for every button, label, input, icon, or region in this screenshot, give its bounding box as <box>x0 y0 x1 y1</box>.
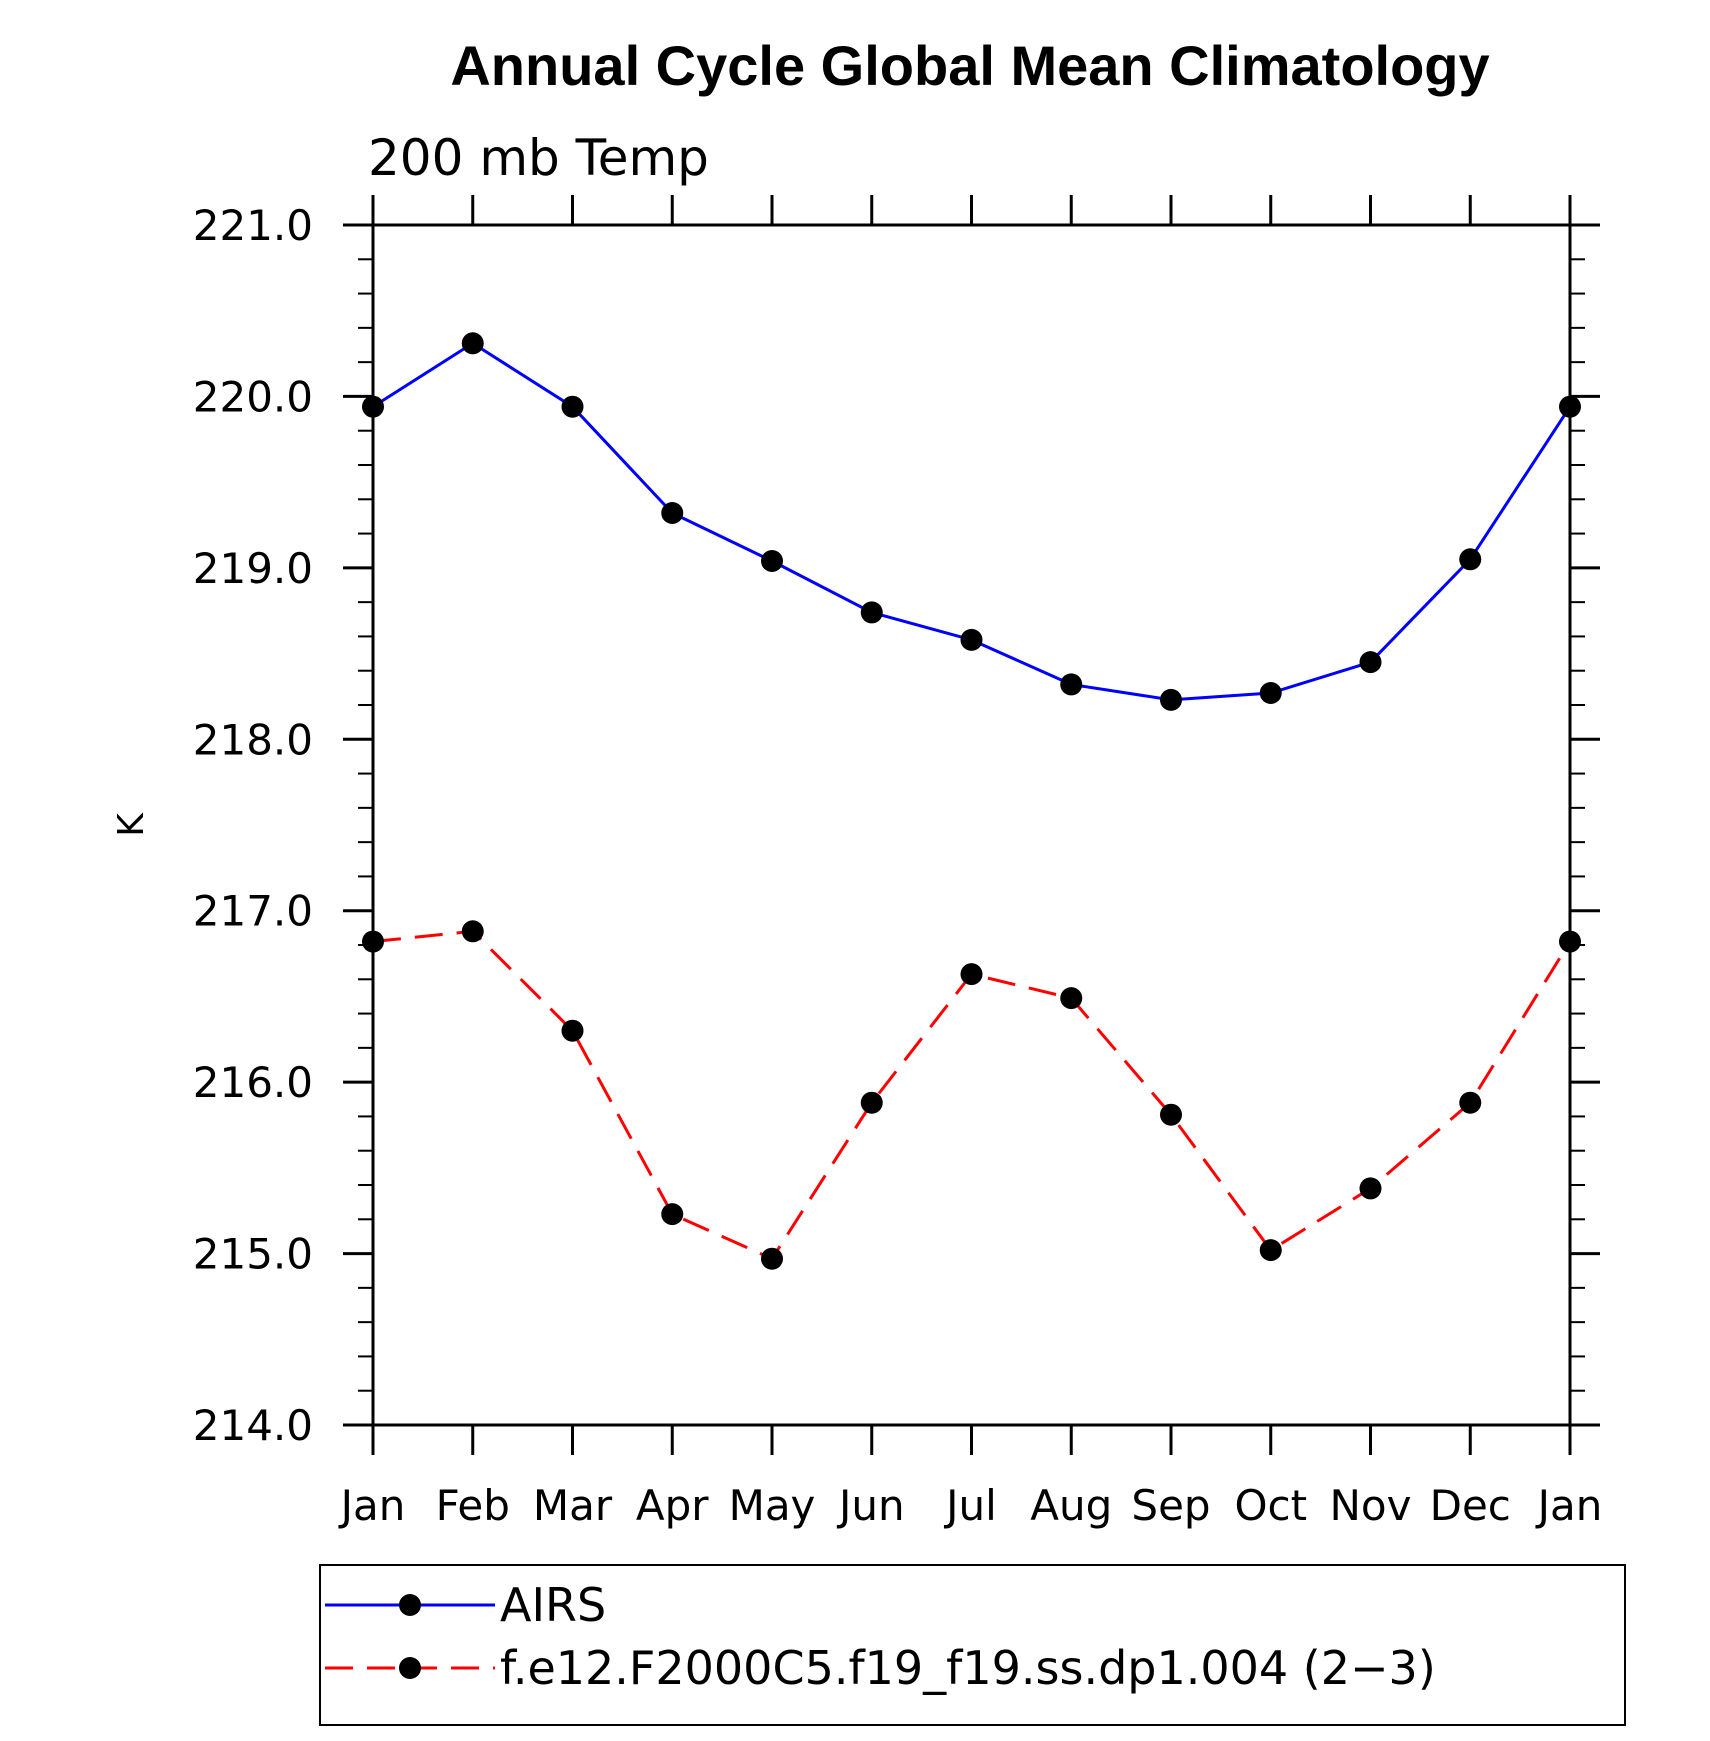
data-point <box>1259 1239 1282 1262</box>
data-point <box>1359 1177 1382 1200</box>
legend: AIRS f.e12.F2000C5.f19_f19.ss.dp1.004 (2−… <box>319 1564 1626 1726</box>
data-point <box>661 502 684 524</box>
plot-border <box>371 223 1572 1427</box>
data-point <box>1559 395 1581 418</box>
x-tick-label: Sep <box>1131 1481 1210 1530</box>
data-point <box>1160 1103 1182 1126</box>
legend-label-1: AIRS <box>500 1578 606 1632</box>
data-point <box>960 963 983 986</box>
data-point <box>461 332 484 355</box>
legend-label-2: f.e12.F2000C5.f19_f19.ss.dp1.004 (2−3) <box>500 1641 1436 1695</box>
data-point <box>960 628 983 651</box>
y-axis: 214.0 215.0 216.0 217.0 218.0 219.0 220.0 221.0 <box>193 201 1600 1450</box>
plot-frame <box>371 223 1572 1427</box>
data-point <box>761 550 783 572</box>
legend-box <box>319 1564 1626 1726</box>
data-point <box>1559 930 1581 953</box>
data-point <box>1060 987 1083 1010</box>
data-point <box>1060 673 1083 696</box>
x-tick-label: Dec <box>1430 1481 1511 1530</box>
data-point <box>561 395 584 418</box>
y-tick-label: 215.0 <box>193 1230 313 1279</box>
x-tick-label: Aug <box>1030 1481 1112 1530</box>
data-point <box>362 395 384 418</box>
x-tick-label: Oct <box>1234 1481 1307 1530</box>
x-tick-label: Nov <box>1330 1481 1412 1530</box>
data-point <box>1459 1091 1482 1114</box>
data-point <box>761 1247 783 1270</box>
x-tick-label: Jan <box>1535 1481 1603 1530</box>
chart-subtitle: 200 mb Temp <box>368 129 709 187</box>
data-point <box>1359 651 1382 674</box>
x-tick-label: Feb <box>436 1481 510 1530</box>
x-tick-label: Mar <box>533 1481 613 1530</box>
x-tick-label: Jan <box>338 1481 406 1530</box>
data-point <box>661 1203 684 1226</box>
y-tick-label: 216.0 <box>193 1058 313 1107</box>
x-tick-label: Apr <box>636 1481 709 1530</box>
data-point <box>561 1019 584 1042</box>
y-tick-label: 221.0 <box>193 201 313 250</box>
series-layer <box>362 332 1581 1270</box>
data-point <box>860 601 883 624</box>
y-tick-label: 220.0 <box>193 372 313 421</box>
y-tick-label: 218.0 <box>193 715 313 764</box>
data-point <box>860 1091 883 1114</box>
data-point <box>1459 548 1482 571</box>
x-tick-label: Jun <box>836 1481 905 1530</box>
x-axis: Jan Feb Mar Apr May Jun Jul Aug Sep Oct Nov Dec Jan <box>338 195 1603 1530</box>
y-tick-label: 219.0 <box>193 544 313 593</box>
chart-title: Annual Cycle Global Mean Climatology <box>450 34 1489 97</box>
legend-items: AIRS f.e12.F2000C5.f19_f19.ss.dp1.004 (2−… <box>325 1578 1436 1695</box>
y-tick-label: 217.0 <box>193 887 313 936</box>
data-point <box>461 920 484 943</box>
legend-marker <box>399 1594 421 1616</box>
data-point <box>1160 688 1182 711</box>
data-point <box>362 930 384 953</box>
y-tick-label: 214.0 <box>193 1401 313 1450</box>
y-axis-label: K <box>111 812 152 837</box>
x-tick-label: Jul <box>943 1481 997 1530</box>
legend-marker <box>399 1657 421 1679</box>
data-point <box>1259 682 1282 704</box>
x-tick-label: May <box>729 1481 816 1530</box>
